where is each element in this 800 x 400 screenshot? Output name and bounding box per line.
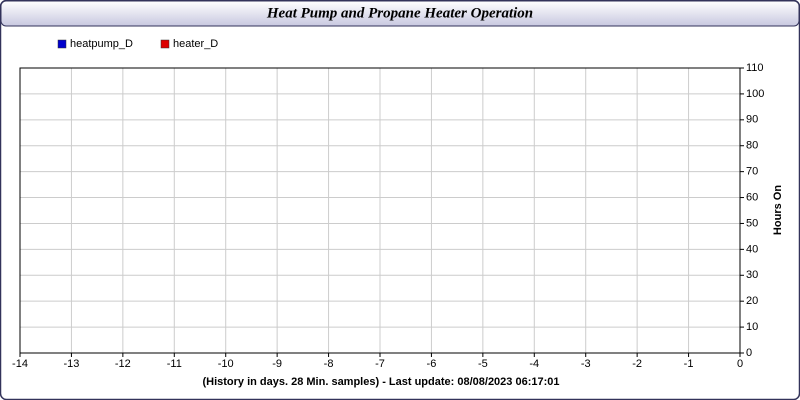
plot-border <box>19 67 741 354</box>
x-tick-label: -12 <box>115 358 131 370</box>
x-tick-label: -5 <box>478 358 488 370</box>
y-tick-label: 50 <box>746 217 758 229</box>
x-tick-label: -8 <box>324 358 334 370</box>
x-tick-label: -11 <box>167 358 182 370</box>
legend-label: heater_D <box>173 38 218 50</box>
y-tick-label: 0 <box>746 347 752 359</box>
legend-swatch <box>57 39 67 49</box>
y-tick-label: 20 <box>746 295 758 307</box>
x-tick-label: -2 <box>632 358 642 370</box>
x-tick-label: -7 <box>375 358 385 370</box>
y-tick-label: 110 <box>746 62 764 74</box>
x-tick-label: -10 <box>218 358 234 370</box>
legend-label: heatpump_D <box>70 38 133 50</box>
y-tick-label: 60 <box>746 191 758 203</box>
x-axis-label: (History in days. 28 Min. samples) - Las… <box>202 376 559 388</box>
x-tick-label: -6 <box>427 358 437 370</box>
y-tick-label: 10 <box>746 321 758 333</box>
y-tick-label: 30 <box>746 269 758 281</box>
x-tick-label: -4 <box>529 358 539 370</box>
chart-title: Heat Pump and Propane Heater Operation <box>266 5 533 21</box>
x-tick-label: -9 <box>272 358 282 370</box>
y-tick-label: 70 <box>746 166 758 178</box>
y-tick-label: 100 <box>746 88 764 100</box>
x-tick-label: -1 <box>684 358 694 370</box>
x-tick-label: -14 <box>12 358 28 370</box>
x-tick-label: -13 <box>63 358 79 370</box>
y-tick-label: 90 <box>746 114 758 126</box>
y-tick-label: 80 <box>746 140 758 152</box>
legend-swatch <box>160 39 170 49</box>
title-bar <box>0 0 800 27</box>
y-tick-label: 40 <box>746 243 758 255</box>
x-tick-label: 0 <box>737 358 743 370</box>
y-axis-label: Hours On <box>772 185 784 235</box>
x-tick-label: -3 <box>581 358 591 370</box>
